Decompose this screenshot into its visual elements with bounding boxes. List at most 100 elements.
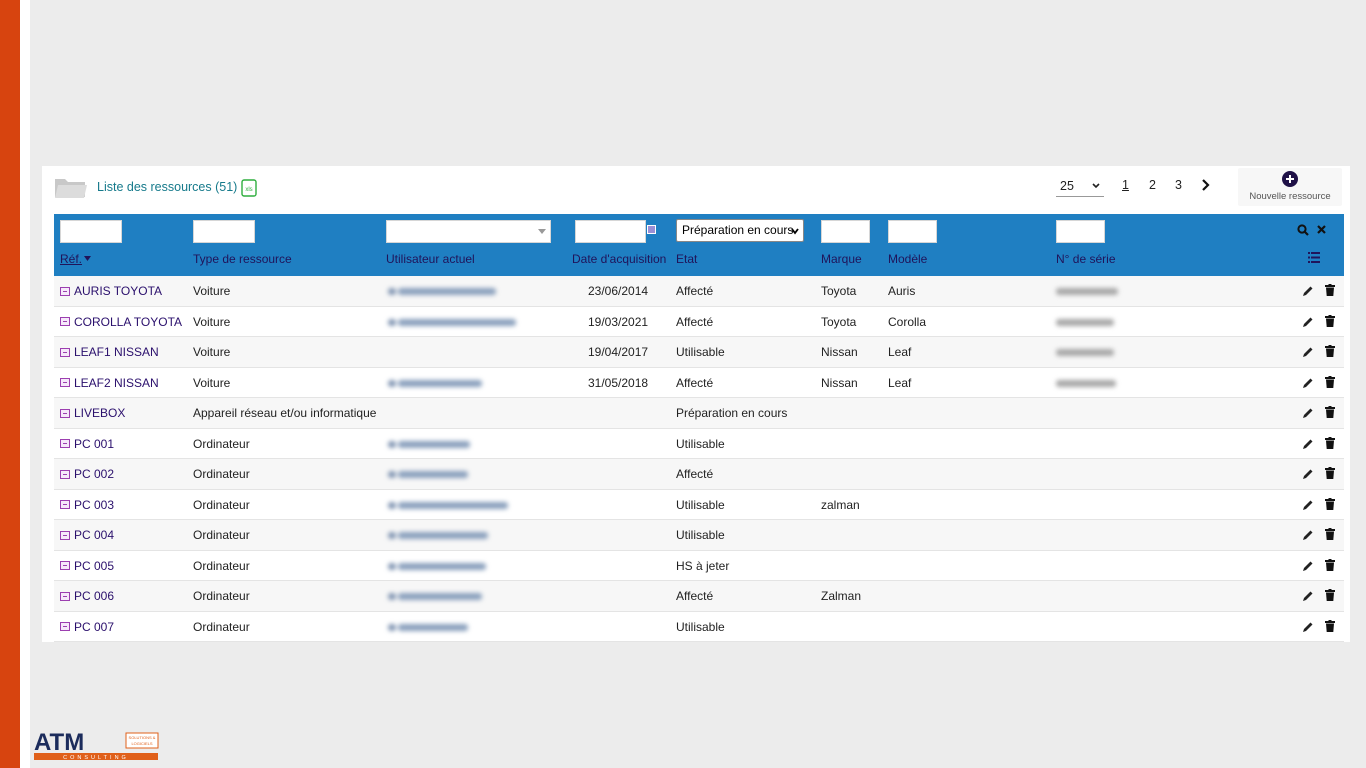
trash-icon[interactable] xyxy=(1325,314,1335,327)
next-page-icon[interactable] xyxy=(1201,178,1211,192)
brand-cell: Nissan xyxy=(821,345,858,359)
atm-logo: ATM SOLUTIONS & LOGICIELS CONSULTING xyxy=(34,730,159,761)
pencil-icon[interactable] xyxy=(1302,499,1314,511)
column-model[interactable]: Modèle xyxy=(888,252,928,266)
page-link-3[interactable]: 3 xyxy=(1175,178,1182,192)
user-cell xyxy=(388,337,508,367)
serial-cell xyxy=(1056,398,1118,428)
pencil-icon[interactable] xyxy=(1302,407,1314,419)
ref-link[interactable]: AURIS TOYOTA xyxy=(60,284,162,298)
column-ref[interactable]: Réf. xyxy=(60,252,83,266)
trash-icon[interactable] xyxy=(1325,436,1335,449)
filter-user-select[interactable] xyxy=(386,220,551,243)
trash-icon[interactable] xyxy=(1325,528,1335,540)
trash-icon[interactable] xyxy=(1325,589,1335,601)
type-cell: Ordinateur xyxy=(193,436,250,451)
pencil-icon[interactable] xyxy=(1302,468,1314,480)
trash-icon[interactable] xyxy=(1325,619,1335,632)
filter-ref-input[interactable] xyxy=(60,220,122,243)
trash-icon[interactable] xyxy=(1325,284,1335,296)
type-cell: Ordinateur xyxy=(193,589,250,603)
column-brand[interactable]: Marque xyxy=(821,252,862,266)
resource-icon xyxy=(60,561,70,570)
trash-icon[interactable] xyxy=(1325,497,1335,510)
pencil-icon[interactable] xyxy=(1302,346,1314,358)
column-date[interactable]: Date d'acquisition xyxy=(572,252,667,266)
type-cell: Appareil réseau et/ou informatique xyxy=(193,406,377,420)
filter-brand-input[interactable] xyxy=(821,220,870,243)
trash-icon[interactable] xyxy=(1325,467,1335,479)
list-titlebar: Liste des ressources (51) xls 25 1 2 3 N… xyxy=(42,166,1350,214)
trash-icon[interactable] xyxy=(1325,558,1335,571)
ref-link[interactable]: PC 006 xyxy=(60,589,114,603)
pencil-icon[interactable] xyxy=(1302,590,1314,602)
state-cell: HS à jeter xyxy=(676,558,730,573)
trash-icon[interactable] xyxy=(1325,375,1335,388)
filter-type-input[interactable] xyxy=(193,220,255,243)
ref-link[interactable]: COROLLA TOYOTA xyxy=(60,315,182,329)
user-cell xyxy=(388,612,508,642)
page-link-1[interactable]: 1 xyxy=(1122,178,1129,192)
ref-link[interactable]: LIVEBOX xyxy=(60,406,125,420)
serial-cell xyxy=(1056,276,1118,306)
close-icon[interactable] xyxy=(1316,224,1327,235)
ref-link[interactable]: PC 003 xyxy=(60,498,114,512)
per-page-select[interactable]: 25 xyxy=(1056,177,1104,197)
pencil-icon[interactable] xyxy=(1302,377,1314,389)
state-cell: Affecté xyxy=(676,375,714,390)
pencil-icon[interactable] xyxy=(1302,316,1314,328)
column-type[interactable]: Type de ressource xyxy=(193,252,292,266)
ref-link[interactable]: PC 002 xyxy=(60,467,114,481)
sort-desc-icon[interactable] xyxy=(84,256,91,261)
ref-link[interactable]: LEAF1 NISSAN xyxy=(60,345,159,359)
xls-export-icon[interactable]: xls xyxy=(241,179,257,197)
filter-model-input[interactable] xyxy=(888,220,937,243)
user-cell xyxy=(388,276,508,306)
new-resource-button[interactable]: Nouvelle ressource xyxy=(1238,168,1342,206)
pencil-icon[interactable] xyxy=(1302,285,1314,297)
trash-icon[interactable] xyxy=(1325,345,1335,357)
ref-link[interactable]: PC 004 xyxy=(60,528,114,542)
filter-state-select[interactable]: Préparation en cours xyxy=(676,219,804,242)
type-cell: Voiture xyxy=(193,314,231,329)
svg-text:SOLUTIONS &: SOLUTIONS & xyxy=(129,735,156,740)
chevron-down-icon xyxy=(1092,183,1100,189)
ref-link[interactable]: PC 007 xyxy=(60,620,114,634)
calendar-icon[interactable] xyxy=(647,225,656,234)
date-cell: 19/04/2017 xyxy=(588,345,649,359)
resource-icon xyxy=(60,530,70,540)
pencil-icon[interactable] xyxy=(1302,529,1314,541)
ref-label: AURIS TOYOTA xyxy=(74,284,163,298)
column-list-icon[interactable] xyxy=(1308,252,1320,263)
pencil-icon[interactable] xyxy=(1302,438,1314,450)
left-accent-bar xyxy=(0,0,20,768)
filter-date-input[interactable] xyxy=(575,220,646,243)
filter-serial-input[interactable] xyxy=(1056,220,1105,243)
table-row: PC 007 Ordinateur Utilisable xyxy=(54,611,1344,642)
state-cell: Affecté xyxy=(676,284,714,298)
column-serial[interactable]: N° de série xyxy=(1056,252,1116,266)
pencil-icon[interactable] xyxy=(1302,621,1314,633)
brand-cell: Toyota xyxy=(821,284,857,298)
user-cell xyxy=(388,368,508,398)
ref-link[interactable]: PC 005 xyxy=(60,559,114,573)
trash-icon[interactable] xyxy=(1325,406,1335,418)
column-state[interactable]: Etat xyxy=(676,252,698,266)
model-cell: Leaf xyxy=(888,375,912,390)
search-icon[interactable] xyxy=(1297,224,1309,236)
ref-link[interactable]: PC 001 xyxy=(60,437,114,451)
resource-icon xyxy=(60,439,70,448)
resource-icon xyxy=(60,591,70,601)
table-row: PC 004 Ordinateur Utilisable xyxy=(54,520,1344,551)
state-cell: Utilisable xyxy=(676,619,725,634)
page-link-2[interactable]: 2 xyxy=(1149,178,1156,192)
ref-label: PC 001 xyxy=(74,436,115,451)
pencil-icon[interactable] xyxy=(1302,560,1314,572)
serial-cell xyxy=(1056,429,1118,459)
column-user[interactable]: Utilisateur actuel xyxy=(386,252,475,266)
ref-label: PC 007 xyxy=(74,619,115,634)
ref-link[interactable]: LEAF2 NISSAN xyxy=(60,376,159,390)
resource-icon xyxy=(60,378,70,387)
table-row: LEAF2 NISSAN Voiture 31/05/2018 Affecté Niss… xyxy=(54,367,1344,398)
table-row: LEAF1 NISSAN Voiture 19/04/2017 Utilisable N… xyxy=(54,337,1344,368)
